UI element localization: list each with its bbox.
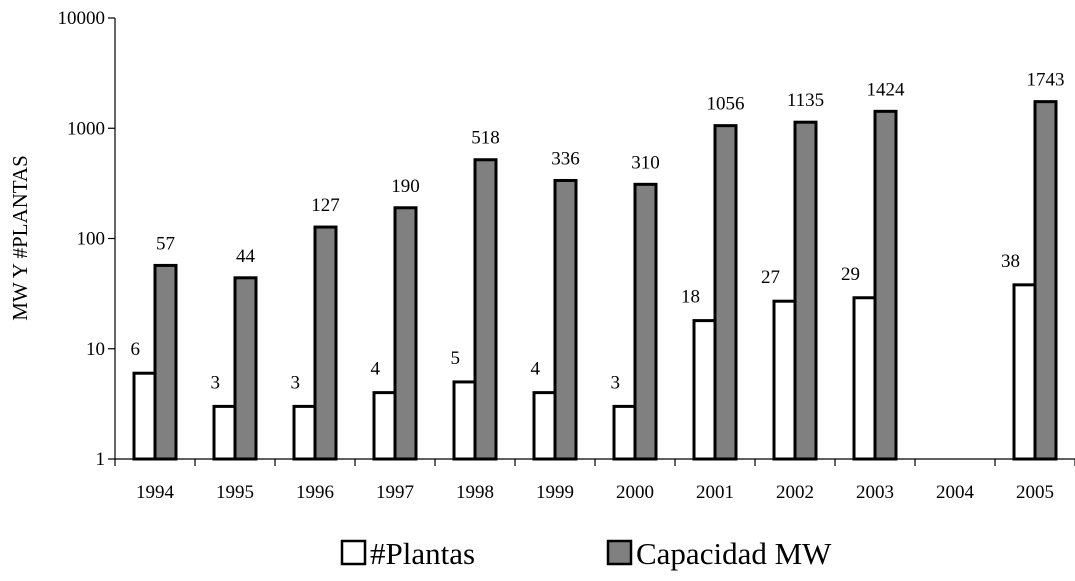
data-label-plantas: 6 [131,339,141,360]
data-labels: 6 3 3 4 5 4 3 18 27 29 38 57 44 127 190 518 336 310 1056 11… [131,70,1065,394]
y-tick-label: 100 [77,229,106,250]
bar-capacidad [393,206,418,461]
data-label-plantas: 4 [531,359,541,380]
data-label-capacidad: 57 [156,233,175,254]
data-label-plantas: 3 [611,372,621,393]
y-tick-label: 10 [86,339,105,360]
data-label-plantas: 5 [451,348,461,369]
x-tick-label: 2003 [856,482,894,503]
data-label-capacidad: 190 [391,176,420,197]
bar-capacidad [873,109,898,461]
bar-plantas [372,391,397,461]
data-label-plantas: 3 [211,372,221,393]
data-label-capacidad: 44 [236,246,256,267]
bar-capacidad [313,225,338,461]
legend: #Plantas Capacidad MW [340,536,832,571]
bar-capacidad [793,120,818,461]
bar-capacidad [553,178,578,461]
data-label-capacidad: 1056 [707,94,745,115]
bar-capacidad [633,182,658,461]
x-tick-label: 1997 [376,482,414,503]
x-tick-label: 1998 [456,482,494,503]
bar-capacidad [233,276,258,461]
x-tick-label: 2001 [696,482,734,503]
legend-swatch [340,539,367,566]
data-label-capacidad: 1135 [787,90,824,111]
bar-plantas [452,380,477,461]
data-label-plantas: 27 [761,267,780,288]
x-tick-label: 1996 [296,482,334,503]
legend-label: #Plantas [370,536,475,571]
data-label-capacidad: 1424 [867,79,906,100]
y-tick-label: 10000 [58,8,106,29]
data-label-plantas: 38 [1001,251,1020,272]
x-tick-label: 2004 [936,482,975,503]
axes: 1 10 100 1000 10000 1994 1995 1996 1997 1998 1999 2… [58,8,1075,503]
data-label-plantas: 4 [371,359,381,380]
data-label-capacidad: 1743 [1027,70,1065,91]
y-tick-label: 1000 [67,118,105,139]
data-label-capacidad: 336 [551,148,580,169]
bar-plantas [772,299,797,461]
bar-plantas [132,371,157,461]
x-tick-label: 1995 [216,482,254,503]
bars [132,100,1058,461]
bar-plantas [852,296,877,461]
x-tick-label: 1994 [136,482,175,503]
bar-plantas [212,404,237,461]
bar-plantas [692,319,717,461]
data-label-plantas: 18 [681,287,700,308]
bar-capacidad [1033,100,1058,461]
data-label-plantas: 3 [291,372,301,393]
data-label-capacidad: 127 [311,195,340,216]
y-tick-label: 1 [96,449,106,470]
data-label-capacidad: 518 [471,128,500,149]
x-tick-label: 1999 [536,482,574,503]
bar-capacidad [473,158,498,461]
legend-swatch [606,539,633,566]
bar-plantas [292,404,317,461]
data-label-plantas: 29 [841,264,860,285]
x-tick-label: 2002 [776,482,814,503]
bar-capacidad [713,124,738,461]
bar-plantas [612,404,637,461]
x-tick-label: 2005 [1016,482,1054,503]
x-tick-label: 2000 [616,482,654,503]
y-axis-label: MW Y #PLANTAS [8,155,32,321]
bar-capacidad [153,263,178,461]
data-label-capacidad: 310 [631,152,660,173]
bar-plantas [1012,283,1037,461]
legend-label: Capacidad MW [636,536,832,571]
bar-plantas [532,391,557,461]
